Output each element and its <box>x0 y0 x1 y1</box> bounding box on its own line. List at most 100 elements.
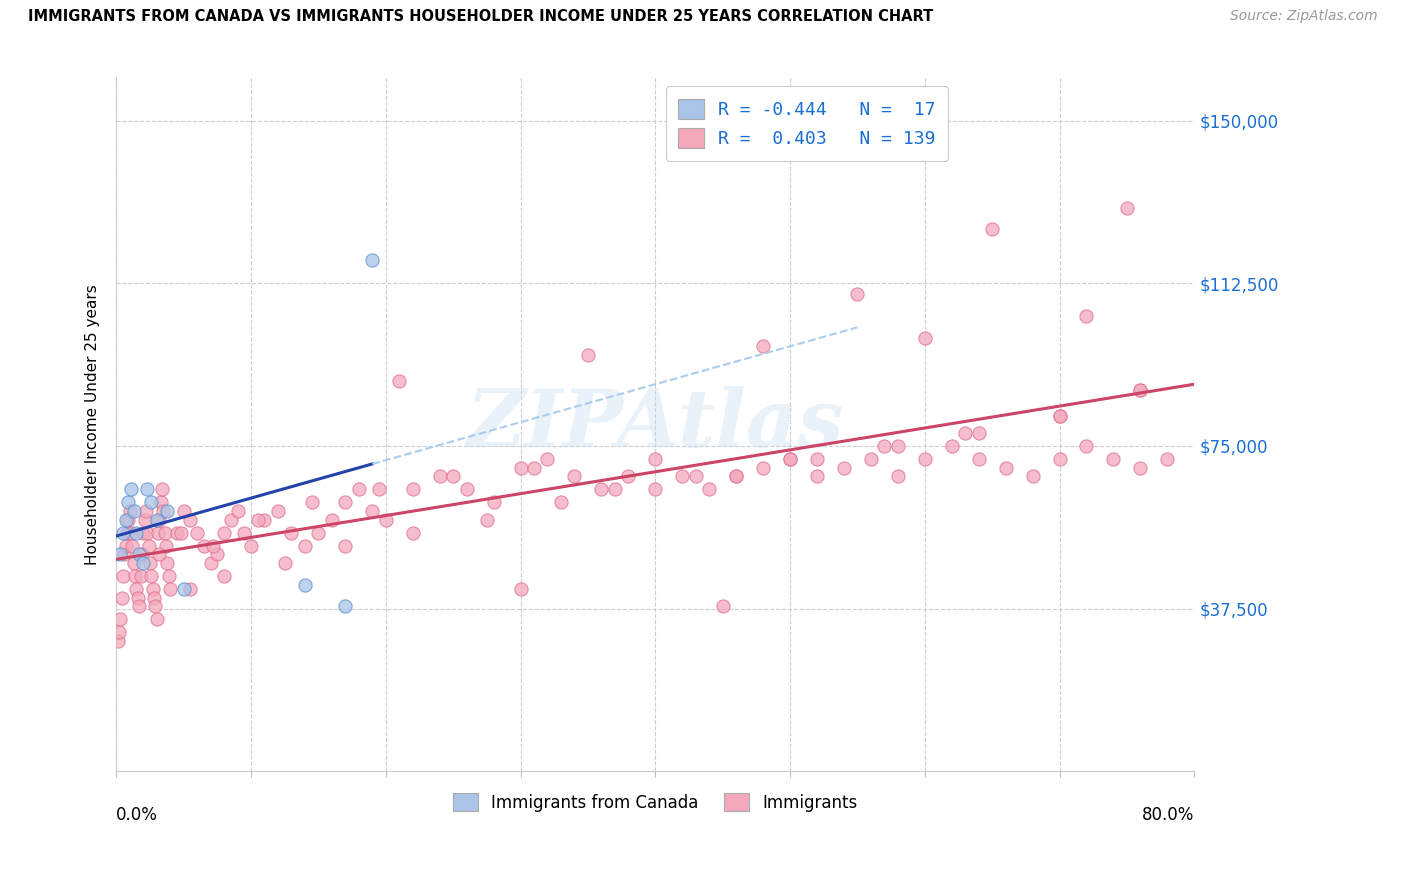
Text: Source: ZipAtlas.com: Source: ZipAtlas.com <box>1230 9 1378 23</box>
Point <box>307 525 329 540</box>
Point <box>141 569 163 583</box>
Point <box>128 547 150 561</box>
Point <box>110 547 132 561</box>
Point <box>1102 452 1125 467</box>
Point <box>967 425 990 440</box>
Point <box>475 513 498 527</box>
Text: 80.0%: 80.0% <box>1142 805 1194 824</box>
Point <box>153 525 176 540</box>
Point <box>157 569 180 583</box>
Point <box>711 599 734 614</box>
Point <box>173 582 195 596</box>
Point <box>482 495 505 509</box>
Point <box>159 582 181 596</box>
Point <box>135 504 157 518</box>
Point <box>1076 439 1098 453</box>
Point <box>219 513 242 527</box>
Point <box>725 469 748 483</box>
Point <box>118 504 141 518</box>
Point <box>1049 409 1071 423</box>
Point <box>226 504 249 518</box>
Point <box>1076 309 1098 323</box>
Point <box>697 483 720 497</box>
Point <box>294 539 316 553</box>
Point <box>953 425 976 440</box>
Point <box>550 495 572 509</box>
Point <box>335 539 357 553</box>
Point <box>179 513 201 527</box>
Point <box>564 469 586 483</box>
Point <box>143 599 166 614</box>
Point <box>156 556 179 570</box>
Point <box>752 460 775 475</box>
Point <box>132 556 155 570</box>
Point <box>368 483 391 497</box>
Point <box>136 483 159 497</box>
Point <box>132 525 155 540</box>
Point <box>148 547 170 561</box>
Point <box>374 513 396 527</box>
Point <box>134 513 156 527</box>
Point <box>671 469 693 483</box>
Point <box>859 452 882 467</box>
Text: 0.0%: 0.0% <box>117 805 157 824</box>
Point <box>361 252 384 267</box>
Point <box>941 439 963 453</box>
Point <box>253 513 276 527</box>
Text: ZIPAtlas: ZIPAtlas <box>467 385 844 463</box>
Point <box>150 483 173 497</box>
Point <box>335 599 357 614</box>
Legend: Immigrants from Canada, Immigrants: Immigrants from Canada, Immigrants <box>447 787 865 818</box>
Point <box>429 469 451 483</box>
Point <box>273 556 295 570</box>
Point <box>301 495 323 509</box>
Point <box>166 525 188 540</box>
Point <box>121 539 143 553</box>
Point <box>644 483 666 497</box>
Point <box>321 513 343 527</box>
Point <box>212 525 235 540</box>
Point <box>335 495 357 509</box>
Point <box>806 469 828 483</box>
Point <box>120 525 142 540</box>
Point <box>143 591 166 605</box>
Point <box>441 469 464 483</box>
Point <box>967 452 990 467</box>
Point <box>576 348 599 362</box>
Point <box>246 513 269 527</box>
Point <box>388 374 411 388</box>
Point <box>523 460 546 475</box>
Point <box>173 504 195 518</box>
Point <box>111 525 134 540</box>
Point <box>873 439 896 453</box>
Point <box>402 483 425 497</box>
Point <box>122 504 145 518</box>
Point <box>186 525 208 540</box>
Point <box>145 612 167 626</box>
Point <box>110 612 132 626</box>
Point <box>914 330 936 344</box>
Point <box>117 495 139 509</box>
Point <box>114 513 136 527</box>
Point <box>280 525 302 540</box>
Point <box>509 582 531 596</box>
Point <box>832 460 855 475</box>
Point <box>212 569 235 583</box>
Point <box>456 483 478 497</box>
Point <box>170 525 193 540</box>
Point <box>193 539 215 553</box>
Point <box>156 504 179 518</box>
Point <box>1129 460 1152 475</box>
Point <box>603 483 626 497</box>
Point <box>127 591 149 605</box>
Point <box>887 439 910 453</box>
Point <box>1129 383 1152 397</box>
Point <box>120 483 142 497</box>
Point <box>806 452 828 467</box>
Point <box>108 625 131 640</box>
Point <box>148 513 170 527</box>
Point <box>125 582 148 596</box>
Point <box>1049 409 1071 423</box>
Point <box>139 556 162 570</box>
Point <box>115 525 138 540</box>
